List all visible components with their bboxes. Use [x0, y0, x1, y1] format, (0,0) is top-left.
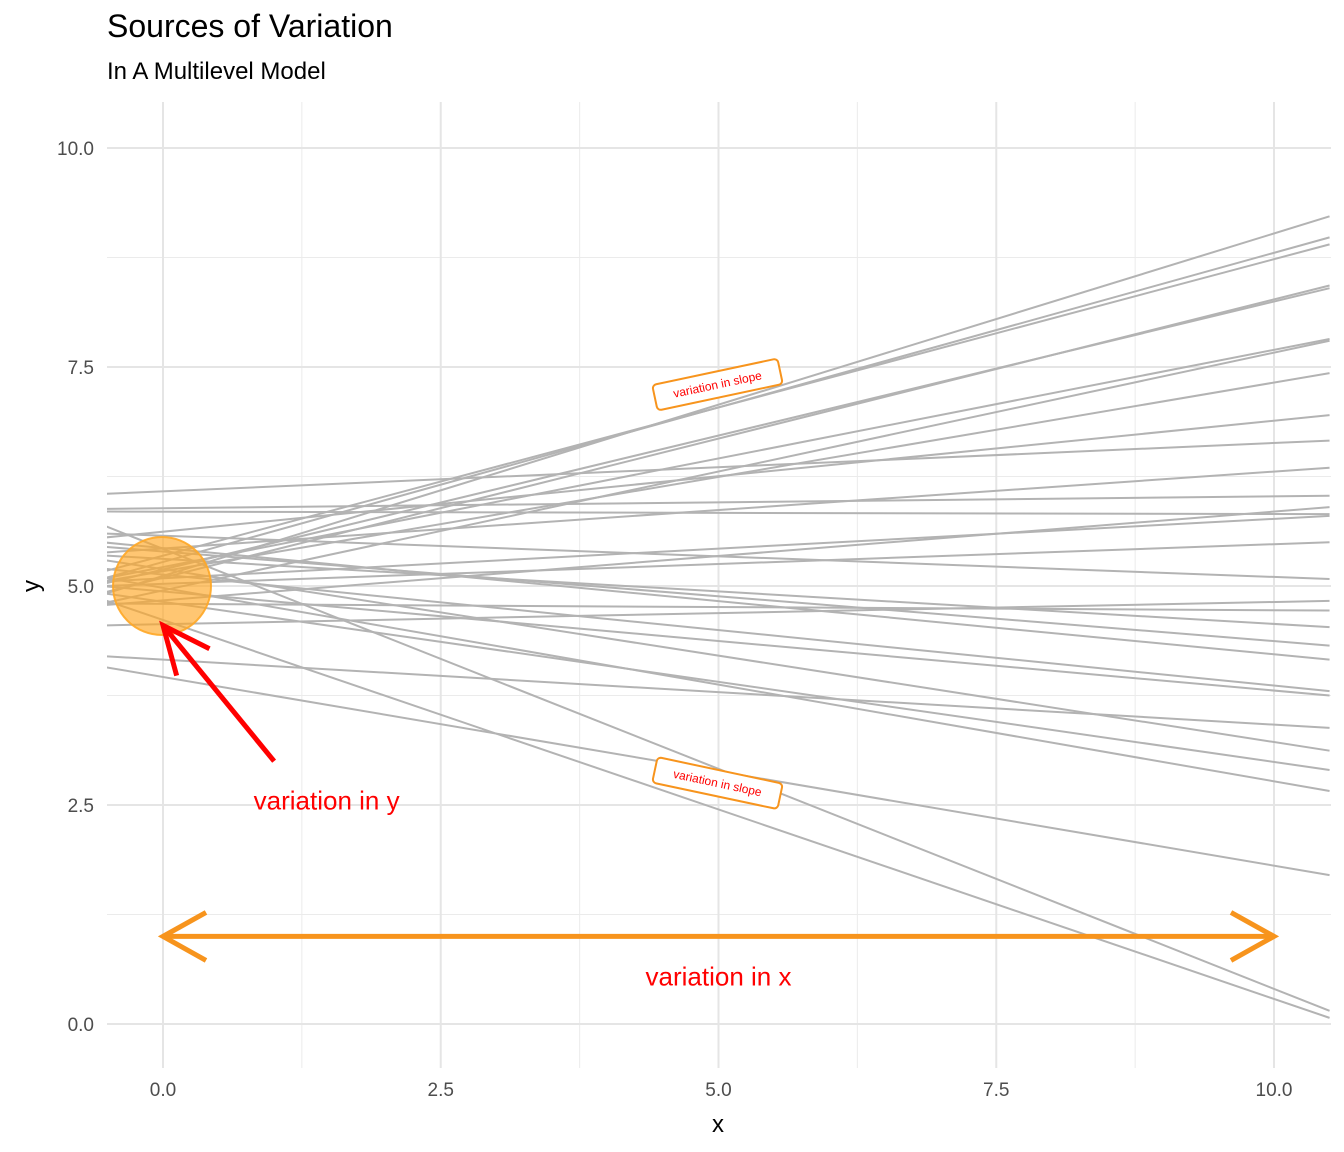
series-line [107, 541, 1330, 661]
y-tick-label: 7.5 [68, 358, 94, 379]
annotation-label-box [651, 358, 784, 411]
series-line [107, 545, 1330, 647]
arrows-layer [157, 620, 1280, 963]
series-line [107, 655, 1330, 729]
arrow-head-right [1229, 910, 1280, 963]
series-line [107, 577, 1330, 792]
series-line [107, 599, 1330, 1019]
annotation-label-box [651, 756, 784, 810]
series-line [107, 532, 1330, 580]
series-line [107, 510, 1330, 516]
chart-title: Sources of Variation [107, 8, 393, 44]
highlight-layer [112, 536, 212, 636]
series-line [107, 414, 1330, 539]
arrow-variation-in-y [161, 623, 277, 763]
tick-labels: 0.0 2.5 5.0 7.5 10.0 0.0 2.5 5.0 7.5 10.0 [57, 139, 1292, 1101]
arrow-head-left [157, 910, 208, 963]
annotation-variation-in-y: variation in y [254, 785, 400, 815]
series-line [107, 541, 1330, 587]
x-tick-label: 7.5 [983, 1080, 1009, 1101]
series-line [107, 567, 1330, 693]
series-line [107, 439, 1330, 495]
y-tick-label: 10.0 [57, 139, 94, 160]
series-line [107, 514, 1330, 583]
x-tick-label: 5.0 [705, 1080, 731, 1101]
series-line [107, 585, 1330, 697]
series-line [107, 559, 1330, 752]
y-tick-label: 2.5 [68, 796, 94, 817]
series-lines [107, 215, 1330, 1019]
series-line [107, 339, 1330, 604]
series-line [107, 554, 1330, 629]
y-axis-title: y [18, 580, 45, 592]
highlight-point [112, 536, 212, 636]
series-line [107, 215, 1330, 595]
chart-subtitle: In A Multilevel Model [107, 58, 326, 85]
x-tick-label: 10.0 [1256, 1080, 1293, 1101]
annotation-variation-in-x: variation in x [646, 962, 792, 992]
series-line [107, 494, 1330, 510]
y-tick-label: 5.0 [68, 577, 94, 598]
arrow-head-variation-in-y [159, 620, 211, 677]
x-tick-label: 2.5 [428, 1080, 454, 1101]
series-line [107, 599, 1330, 627]
x-axis-title: x [712, 1111, 724, 1138]
series-line [107, 592, 1330, 771]
grid-major [107, 102, 1331, 1068]
series-line [107, 525, 1330, 1012]
x-tick-label: 0.0 [150, 1080, 176, 1101]
series-line [107, 466, 1330, 554]
series-line [107, 287, 1330, 585]
y-tick-label: 0.0 [68, 1015, 94, 1036]
